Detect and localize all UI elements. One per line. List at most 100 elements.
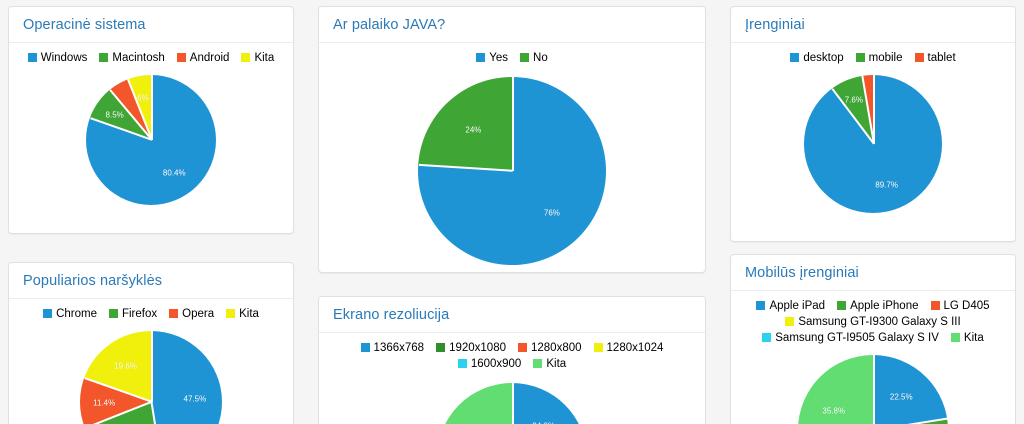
legend-item[interactable]: 1366x768: [360, 341, 424, 356]
legend-item[interactable]: Windows: [27, 51, 88, 66]
legend-item[interactable]: Kita: [533, 357, 566, 372]
legend-item[interactable]: Yes: [476, 51, 508, 66]
pie-slice-label: 89.7%: [875, 180, 898, 190]
pie-slice-divider: [418, 164, 513, 172]
legend-item[interactable]: Kita: [226, 307, 259, 322]
legend-item[interactable]: 1280x1024: [593, 341, 664, 356]
pie-slice-label: 6%: [137, 93, 149, 103]
legend-item[interactable]: Samsung GT-I9300 Galaxy S III: [785, 315, 961, 330]
legend-item-label: desktop: [803, 52, 844, 64]
legend-item[interactable]: desktop: [790, 51, 844, 66]
legend-item[interactable]: No: [520, 51, 548, 66]
legend-swatch-icon: [108, 309, 118, 318]
legend-item-label: Kita: [239, 308, 259, 320]
legend-item-label: 1600x900: [470, 358, 522, 370]
pie-chart-screen-resolution: 24.8%: [319, 383, 705, 424]
legend-swatch-icon: [27, 53, 37, 62]
legend-item-label: Apple iPhone: [850, 300, 919, 312]
legend-item[interactable]: mobile: [855, 51, 903, 66]
pie-slice-divider: [151, 331, 153, 402]
legend-item[interactable]: LG D405: [930, 299, 990, 314]
pie-chart-browsers: 47.5% 11.4% 19.6%: [9, 331, 293, 424]
legend-devices: desktop mobile tablet: [731, 43, 1015, 69]
pie-chart-operating-system: 80.4% 8.5% 6%: [9, 75, 293, 205]
legend-item-label: Windows: [40, 52, 88, 64]
pie-chart-devices: 89.7% 7.6%: [731, 75, 1015, 213]
legend-item[interactable]: 1600x900: [457, 357, 522, 372]
legend-item-label: Kita: [546, 358, 567, 370]
panel-mobile-devices: Mobilūs įrenginiai Apple iPad Apple iPhon…: [730, 254, 1016, 424]
pie-slice-label: 80.4%: [162, 168, 186, 178]
legend-item[interactable]: Apple iPad: [756, 299, 825, 314]
legend-browsers: Chrome Firefox Opera Kita: [9, 299, 293, 325]
legend-item[interactable]: Samsung GT-I9505 Galaxy S IV: [762, 331, 939, 346]
legend-mobile-devices: Apple iPad Apple iPhone LG D405 Samsung GT-…: [731, 291, 1015, 349]
panel-browsers: Populiarios naršyklės Chrome Firefox Opera…: [8, 262, 294, 424]
legend-swatch-icon: [43, 309, 53, 318]
pie-chart-java-support: 76% 24%: [319, 77, 705, 265]
legend-swatch-icon: [520, 53, 530, 62]
legend-item-label: 1280x1024: [606, 342, 664, 354]
pie-slice-divider: [151, 401, 164, 424]
legend-swatch-icon: [436, 343, 446, 352]
legend-swatch-icon: [241, 53, 251, 62]
legend-item[interactable]: 1920x1080: [436, 341, 506, 356]
legend-item[interactable]: Macintosh: [99, 51, 165, 66]
panel-title-browsers: Populiarios naršyklės: [9, 263, 293, 299]
pie-slice-label: 35.8%: [822, 406, 846, 416]
panel-operating-system: Operacinė sistema Windows Macintosh Androi…: [8, 6, 294, 234]
legend-swatch-icon: [533, 359, 543, 368]
panel-title-devices: Įrenginiai: [731, 7, 1015, 43]
legend-operating-system: Windows Macintosh Android Kita: [9, 43, 293, 69]
panel-body-browsers: Chrome Firefox Opera Kita 47.5% 11.4% 19.6%: [9, 299, 293, 424]
legend-item-label: 1920x1080: [449, 342, 506, 354]
legend-item-label: LG D405: [943, 300, 990, 312]
legend-item-label: mobile: [868, 52, 903, 64]
legend-item-label: Chrome: [56, 308, 97, 320]
panel-body-operating-system: Windows Macintosh Android Kita 80.4% 8.5% 6%: [9, 43, 293, 205]
legend-item[interactable]: tablet: [914, 51, 956, 66]
legend-item[interactable]: Kita: [950, 331, 984, 346]
pie-slice-label: 76%: [543, 208, 560, 218]
pie-slice-label: 24.8%: [532, 421, 555, 424]
panel-title-mobile-devices: Mobilūs įrenginiai: [731, 255, 1015, 291]
panel-body-screen-resolution: 1366x768 1920x1080 1280x800 1280x1024 1600x9…: [319, 333, 705, 424]
legend-item-label: Yes: [489, 52, 509, 64]
pie-slice-label: 24%: [465, 125, 482, 135]
legend-swatch-icon: [476, 53, 486, 62]
legend-swatch-icon: [950, 333, 960, 342]
legend-swatch-icon: [785, 317, 795, 326]
legend-item[interactable]: Android: [176, 51, 230, 66]
pie-body: 89.7% 7.6%: [804, 75, 942, 213]
legend-item[interactable]: Kita: [241, 51, 274, 66]
pie-slice-label: 7.6%: [844, 95, 863, 105]
legend-swatch-icon: [930, 301, 940, 310]
legend-swatch-icon: [99, 53, 109, 62]
legend-swatch-icon: [457, 359, 467, 368]
legend-item-label: 1280x800: [531, 342, 582, 354]
legend-java-support: Yes No: [319, 43, 705, 69]
legend-item[interactable]: Chrome: [43, 307, 97, 322]
legend-item-label: Samsung GT-I9505 Galaxy S IV: [775, 332, 939, 344]
legend-item[interactable]: Firefox: [108, 307, 158, 322]
legend-item-label: No: [533, 52, 548, 64]
legend-swatch-icon: [855, 53, 865, 62]
panel-java-support: Ar palaiko JAVA? Yes No 76% 24%: [318, 6, 706, 273]
panel-title-operating-system: Operacinė sistema: [9, 7, 293, 43]
legend-item-label: Samsung GT-I9300 Galaxy S III: [798, 316, 961, 328]
legend-item-label: Firefox: [121, 308, 158, 320]
legend-item-label: Opera: [182, 308, 215, 320]
legend-item[interactable]: Opera: [169, 307, 214, 322]
panel-title-screen-resolution: Ekrano rezoliucija: [319, 297, 705, 333]
legend-item[interactable]: 1280x800: [518, 341, 582, 356]
legend-item-label: Android: [189, 52, 230, 64]
panel-body-mobile-devices: Apple iPad Apple iPhone LG D405 Samsung GT-…: [731, 291, 1015, 424]
pie-slice-divider: [873, 75, 875, 144]
legend-swatch-icon: [169, 309, 179, 318]
pie-slice-divider: [512, 383, 514, 424]
legend-swatch-icon: [914, 53, 924, 62]
legend-item[interactable]: Apple iPhone: [837, 299, 919, 314]
legend-item-label: Kita: [254, 52, 275, 64]
panel-devices: Įrenginiai desktop mobile tablet 89.7% 7.6%: [730, 6, 1016, 242]
pie-body: 76% 24%: [418, 77, 606, 265]
